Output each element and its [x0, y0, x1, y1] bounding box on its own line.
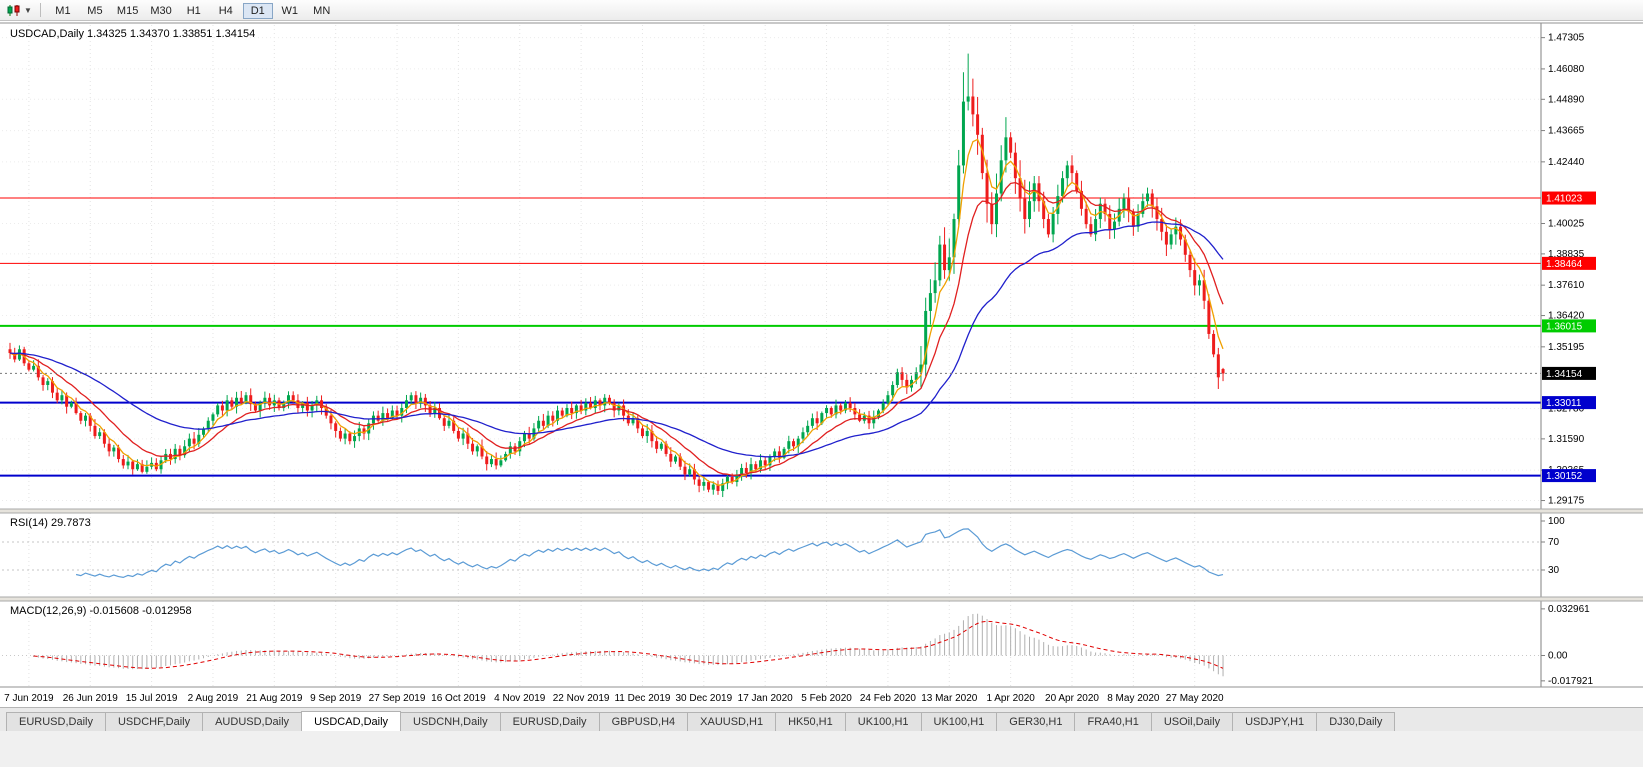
candlestick-chart-icon: [7, 4, 20, 16]
price-tick-label: 1.47305: [1548, 33, 1585, 44]
price-tag: [1542, 256, 1596, 270]
date-label: 8 May 2020: [1107, 693, 1160, 704]
price-chart-canvas[interactable]: 0.032961 0.00 -0.017921 1.47305 1.46080 1.448…: [0, 21, 1643, 707]
chart-window[interactable]: 0.032961 0.00 -0.017921 1.47305 1.46080 1.448…: [0, 21, 1643, 707]
price-tick-label: 1.43665: [1548, 126, 1585, 137]
chart-title: USDCAD,Daily 1.34325 1.34370 1.33851 1.3…: [10, 28, 255, 40]
chart-tab-DJ30-Daily[interactable]: DJ30,Daily: [1316, 712, 1396, 731]
price-tag-label: 1.38464: [1546, 259, 1583, 270]
date-label: 1 Apr 2020: [986, 693, 1035, 704]
price-tick-label: 1.37610: [1548, 280, 1585, 291]
timeframe-button-H1[interactable]: H1: [186, 5, 201, 17]
rsi-axis-label: 70: [1548, 537, 1560, 548]
date-label: 24 Feb 2020: [860, 693, 917, 704]
chart-tab-UK100-H1[interactable]: UK100,H1: [844, 712, 922, 731]
date-label: 26 Jun 2019: [63, 693, 118, 704]
slow-ma-line: [9, 221, 1224, 458]
date-label: 27 Sep 2019: [369, 693, 426, 704]
price-tick-label: 1.40025: [1548, 219, 1585, 230]
price-tick-label: 1.44890: [1548, 94, 1585, 105]
date-label: 5 Feb 2020: [801, 693, 852, 704]
price-tick-label: 1.38835: [1548, 249, 1585, 260]
date-label: 2 Aug 2019: [188, 693, 239, 704]
date-label: 22 Nov 2019: [553, 693, 610, 704]
price-tick-label: 1.35195: [1548, 342, 1585, 353]
macd-axis-label: -0.017921: [1548, 676, 1593, 687]
date-label: 20 Apr 2020: [1045, 693, 1099, 704]
mid-ma-line: [9, 181, 1224, 476]
chart-tab-GBPUSD-H4[interactable]: GBPUSD,H4: [598, 712, 689, 731]
chart-tab-USDCHF-Daily[interactable]: USDCHF,Daily: [104, 712, 204, 731]
price-tag-label: 1.33011: [1546, 398, 1582, 409]
chart-tab-XAUUSD-H1[interactable]: XAUUSD,H1: [687, 712, 777, 731]
timeframe-button-W1[interactable]: W1: [281, 5, 298, 17]
timeframe-toolbar: ▼ M1 M5 M15 M30 H1 H4 D1 W1 MN: [0, 0, 1643, 21]
price-tag-label: 1.36015: [1546, 321, 1583, 332]
date-label: 4 Nov 2019: [494, 693, 546, 704]
price-tick-label: 1.42440: [1548, 157, 1585, 168]
price-tick-label: 1.36420: [1548, 311, 1585, 322]
rsi-axis-label: 30: [1548, 565, 1560, 576]
chart-tab-HK50-H1[interactable]: HK50,H1: [775, 712, 846, 731]
timeframe-button-M30[interactable]: M30: [150, 5, 172, 17]
date-label: 15 Jul 2019: [126, 693, 178, 704]
rsi-axis-label: 100: [1548, 516, 1565, 527]
chart-tab-USDJPY-H1[interactable]: USDJPY,H1: [1232, 712, 1318, 731]
price-tag: [1542, 469, 1596, 483]
date-label: 21 Aug 2019: [246, 693, 303, 704]
chart-selector-button[interactable]: ▼: [4, 4, 34, 17]
chart-tab-bar: EURUSD,Daily USDCHF,Daily AUDUSD,Daily USDC…: [0, 707, 1643, 731]
date-label: 7 Jun 2019: [4, 693, 54, 704]
price-tick-label: 1.29175: [1548, 496, 1585, 507]
chart-background: [0, 23, 1643, 707]
date-label: 16 Oct 2019: [431, 693, 486, 704]
macd-axis-label: 0.00: [1548, 651, 1568, 662]
price-tick-label: 1.46080: [1548, 64, 1585, 75]
chart-tab-EURUSD-Daily[interactable]: EURUSD,Daily: [499, 712, 600, 731]
macd-axis-label: 0.032961: [1548, 604, 1590, 615]
chart-tab-USDCAD-Daily[interactable]: USDCAD,Daily: [301, 711, 402, 731]
price-tag: [1542, 319, 1596, 333]
rsi-indicator-label: RSI(14) 29.7873: [10, 517, 91, 529]
macd-indicator-label: MACD(12,26,9) -0.015608 -0.012958: [10, 605, 192, 617]
price-tag-label: 1.41023: [1546, 194, 1583, 205]
chart-tab-GER30-H1[interactable]: GER30,H1: [996, 712, 1076, 731]
macd-signal-line: [33, 620, 1224, 669]
chart-tab-EURUSD-Daily[interactable]: EURUSD,Daily: [6, 712, 106, 731]
chart-tab-AUDUSD-Daily[interactable]: AUDUSD,Daily: [202, 712, 303, 731]
timeframe-button-M5[interactable]: M5: [87, 5, 103, 17]
date-label: 9 Sep 2019: [310, 693, 362, 704]
chart-tab-USOil-Daily[interactable]: USOil,Daily: [1150, 712, 1234, 731]
chart-tab-FRA40-H1[interactable]: FRA40,H1: [1074, 712, 1152, 731]
date-label: 13 Mar 2020: [921, 693, 978, 704]
price-tick-label: 1.31590: [1548, 434, 1585, 445]
price-tag: [1542, 191, 1596, 205]
chevron-down-icon: ▼: [24, 5, 32, 15]
timeframe-button-M15[interactable]: M15: [116, 5, 139, 17]
chart-tab-USDCNH-Daily[interactable]: USDCNH,Daily: [400, 712, 501, 731]
fast-ma-line: [9, 138, 1224, 486]
macd-histogram: [33, 613, 1224, 677]
timeframe-button-H4[interactable]: H4: [218, 5, 233, 17]
timeframe-button-MN[interactable]: MN: [313, 5, 331, 17]
panel-splitter[interactable]: [0, 509, 1643, 513]
price-tag-label: 1.30152: [1546, 471, 1583, 482]
date-label: 17 Jan 2020: [738, 693, 793, 704]
date-label: 11 Dec 2019: [614, 693, 670, 704]
chart-tab-UK100-H1[interactable]: UK100,H1: [920, 712, 998, 731]
price-tag: [1542, 366, 1596, 380]
timeframe-button-M1[interactable]: M1: [55, 5, 71, 17]
price-tag: [1542, 396, 1596, 410]
panel-splitter[interactable]: [0, 597, 1643, 601]
timeframe-button-D1[interactable]: D1: [242, 3, 273, 19]
status-area: [0, 731, 1643, 767]
date-label: 30 Dec 2019: [675, 693, 732, 704]
price-tag-label: 1.34154: [1546, 369, 1583, 380]
toolbar-separator: [39, 3, 41, 17]
date-label: 27 May 2020: [1166, 693, 1224, 704]
rsi-line: [75, 528, 1224, 579]
